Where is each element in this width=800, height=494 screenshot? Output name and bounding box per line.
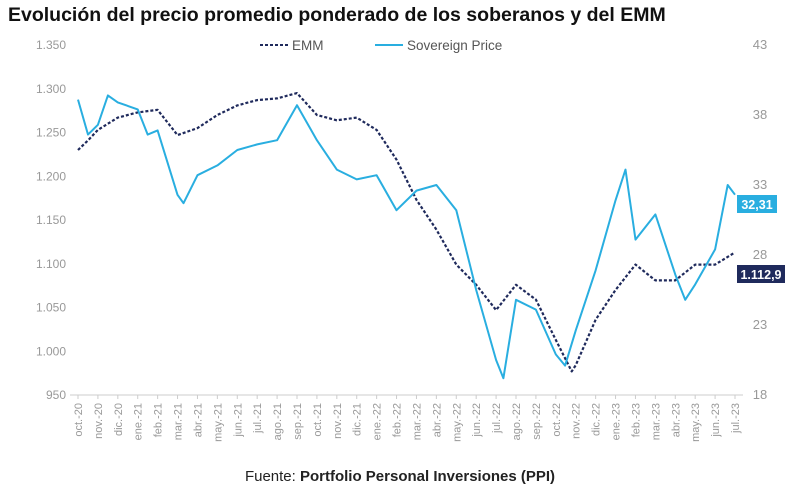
x-tick-label: jul.-23: [730, 403, 742, 434]
x-tick-label: nov.-22: [571, 403, 583, 439]
x-tick-label: oct.-20: [73, 403, 85, 437]
source-prefix: Fuente:: [244, 468, 296, 485]
legend-label: Sovereign Price: [407, 38, 502, 53]
y-left-tick-label: 1.000: [36, 344, 66, 358]
y-left-tick-label: 1.350: [36, 38, 66, 52]
end-label-text: 32,31: [741, 198, 772, 212]
x-tick-label: may.-23: [690, 403, 702, 442]
x-tick-label: sep.-22: [531, 403, 543, 440]
x-tick-label: jul.-21: [252, 403, 264, 434]
x-tick-label: jun.-22: [471, 403, 483, 438]
x-tick-label: ene.-23: [611, 403, 623, 440]
x-tick-label: nov.-20: [93, 403, 105, 439]
x-tick-label: dic.-22: [591, 403, 603, 436]
x-tick-label: oct.-22: [551, 403, 563, 437]
chart-title: Evolución del precio promedio ponderado …: [8, 4, 666, 26]
y-left-tick-label: 1.100: [36, 257, 66, 271]
legend-item-emm: EMM: [260, 38, 324, 53]
x-tick-label: ago.-22: [511, 403, 523, 440]
x-tick-label: mar.-21: [173, 403, 185, 440]
y-right-tick-label: 18: [753, 387, 767, 402]
y-right-tick-label: 28: [753, 247, 767, 262]
x-tick-label: ene.-21: [133, 403, 145, 440]
x-tick-label: ago.-21: [272, 403, 284, 440]
x-tick-label: feb.-21: [153, 403, 165, 437]
legend-label: EMM: [292, 38, 324, 53]
y-right-tick-label: 23: [753, 317, 767, 332]
y-left-tick-label: 1.300: [36, 82, 66, 96]
series-line-emm: [77, 92, 736, 373]
end-label-sovereign-price: 32,31: [737, 195, 777, 213]
x-tick-label: nov.-21: [332, 403, 344, 439]
x-tick-label: jun.-23: [710, 403, 722, 438]
series-line-sovereign-price: [77, 94, 736, 380]
y-right-tick-label: 38: [753, 107, 767, 122]
source-name: Portfolio Personal Inversiones (PPI): [299, 468, 556, 485]
y-right-tick-label: 33: [753, 177, 767, 192]
x-tick-label: jun.-21: [232, 403, 244, 438]
x-tick-label: abr.-23: [670, 403, 682, 437]
y-left-tick-label: 1.250: [36, 126, 66, 140]
y-left-tick-label: 1.150: [36, 213, 66, 227]
x-tick-label: dic.-20: [113, 403, 125, 436]
x-tick-label: sep.-21: [292, 403, 304, 440]
x-tick-label: mar.-23: [650, 403, 662, 440]
y-left-tick-label: 1.200: [36, 169, 66, 183]
x-tick-label: jul.-22: [491, 403, 503, 434]
y-left-tick-label: 950: [46, 388, 66, 402]
x-tick-label: abr.-21: [192, 403, 204, 437]
end-label-bg: [737, 195, 777, 213]
end-label-bg: [737, 265, 785, 283]
chart-source: Fuente: Portfolio Personal Inversiones (…: [0, 468, 800, 485]
x-tick-label: mar.-22: [411, 403, 423, 440]
legend-item-sovereign-price: Sovereign Price: [375, 38, 502, 53]
y-left-tick-label: 1.050: [36, 301, 66, 315]
x-tick-label: may.-22: [451, 403, 463, 442]
x-tick-label: abr.-22: [431, 403, 443, 437]
x-tick-label: oct.-21: [312, 403, 324, 437]
end-label-emm: 1.112,9: [737, 265, 785, 283]
end-label-text: 1.112,9: [740, 268, 781, 282]
x-tick-label: ene.-22: [372, 403, 384, 440]
x-tick-label: may.-21: [212, 403, 224, 442]
x-tick-label: feb.-23: [630, 403, 642, 437]
y-right-tick-label: 43: [753, 37, 767, 52]
x-tick-label: dic.-21: [352, 403, 364, 436]
x-tick-label: feb.-22: [392, 403, 404, 437]
